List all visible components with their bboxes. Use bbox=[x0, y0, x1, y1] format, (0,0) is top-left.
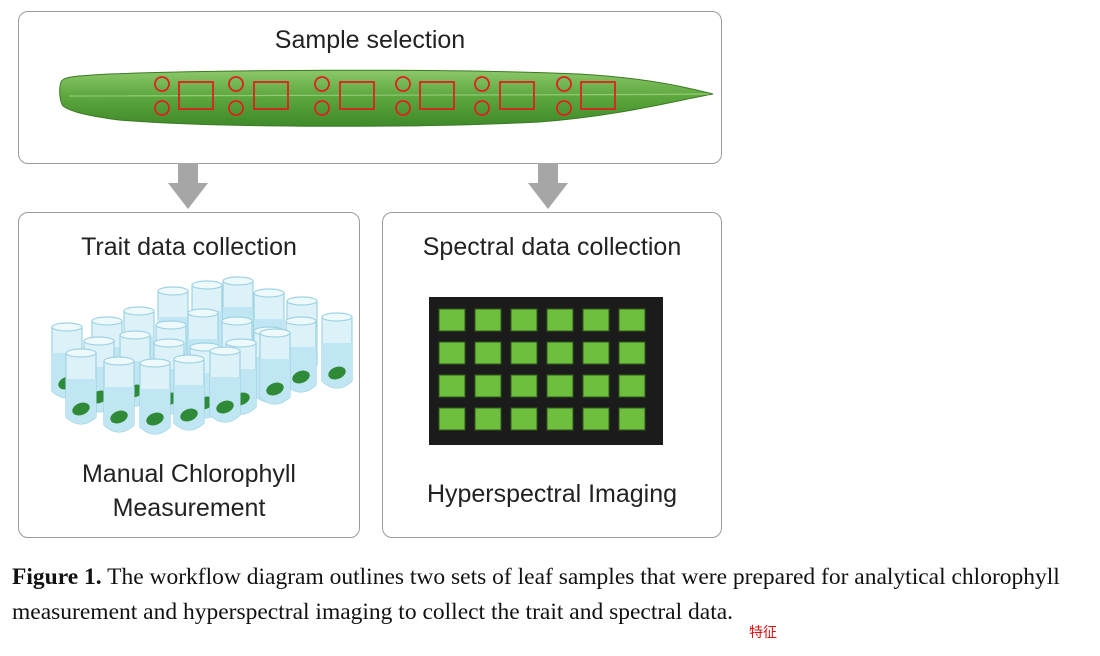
tray-well bbox=[510, 407, 538, 431]
tray-well bbox=[438, 341, 466, 365]
sample-marker-group-4 bbox=[395, 76, 455, 116]
test-tube bbox=[103, 356, 135, 433]
tray-well bbox=[474, 308, 502, 332]
tray-well bbox=[618, 308, 646, 332]
sample-marker-group-5 bbox=[474, 76, 535, 116]
manual-chlorophyll-line1: Manual Chlorophyll bbox=[81, 460, 296, 488]
sample-marker-group-3 bbox=[314, 76, 375, 116]
sample-marker-group-1 bbox=[154, 76, 214, 116]
test-tube bbox=[285, 316, 317, 393]
tray-well bbox=[582, 341, 610, 365]
tray-well bbox=[510, 374, 538, 398]
sample-selection-title: Sample selection bbox=[274, 26, 466, 54]
tray-well bbox=[510, 341, 538, 365]
sample-markers bbox=[154, 76, 616, 116]
trait-annotation: 特征 bbox=[749, 625, 777, 641]
leaf-midrib bbox=[68, 93, 710, 97]
test-tube bbox=[259, 328, 291, 405]
test-tubes-illustration bbox=[51, 276, 353, 435]
test-tube bbox=[321, 312, 353, 389]
sample-marker-group-2 bbox=[228, 76, 289, 116]
down-arrow-right-icon bbox=[528, 163, 568, 209]
test-tube bbox=[65, 348, 97, 425]
tray-well bbox=[474, 407, 502, 431]
test-tube bbox=[173, 354, 205, 431]
trait-data-title: Trait data collection bbox=[81, 233, 297, 261]
spectral-data-title: Spectral data collection bbox=[422, 233, 682, 261]
tray-well bbox=[546, 374, 574, 398]
tray-well bbox=[546, 308, 574, 332]
sample-selection-panel: Sample selection bbox=[18, 11, 722, 164]
tray-well bbox=[582, 407, 610, 431]
tray-well bbox=[582, 308, 610, 332]
manual-chlorophyll-label: Manual Chlorophyll Measurement bbox=[19, 457, 359, 525]
spectral-data-panel: Spectral data collection Hyperspectral I… bbox=[382, 212, 722, 538]
leaf-illustration bbox=[59, 69, 714, 127]
hyperspectral-tray-illustration bbox=[429, 297, 663, 445]
figure-caption: Figure 1. The workflow diagram outlines … bbox=[12, 560, 1097, 630]
figure-label: Figure 1. bbox=[12, 564, 102, 590]
tray-well bbox=[474, 341, 502, 365]
tray-well bbox=[438, 407, 466, 431]
tray-well bbox=[618, 374, 646, 398]
trait-data-panel: Trait data collection Manual Chlorophyll… bbox=[18, 212, 360, 538]
down-arrow-left-icon bbox=[168, 163, 208, 209]
test-tube bbox=[209, 346, 241, 423]
tray-well bbox=[438, 308, 466, 332]
tray-well bbox=[474, 374, 502, 398]
tray-well bbox=[510, 308, 538, 332]
test-tube bbox=[139, 358, 171, 435]
caption-text-after: and spectral data. bbox=[563, 599, 734, 625]
tray-well bbox=[618, 407, 646, 431]
tray-well bbox=[582, 374, 610, 398]
hyperspectral-imaging-label: Hyperspectral Imaging bbox=[426, 480, 678, 508]
sample-marker-group-6 bbox=[556, 76, 616, 116]
tray-well bbox=[546, 341, 574, 365]
caption-text-before: The workflow diagram outlines two sets o… bbox=[12, 564, 1060, 625]
tray-well bbox=[546, 407, 574, 431]
manual-chlorophyll-line2: Measurement bbox=[112, 494, 266, 522]
tray-well bbox=[618, 341, 646, 365]
tray-well bbox=[438, 374, 466, 398]
leaf-blade bbox=[59, 69, 714, 127]
caption-word-trait: trait bbox=[525, 599, 564, 625]
